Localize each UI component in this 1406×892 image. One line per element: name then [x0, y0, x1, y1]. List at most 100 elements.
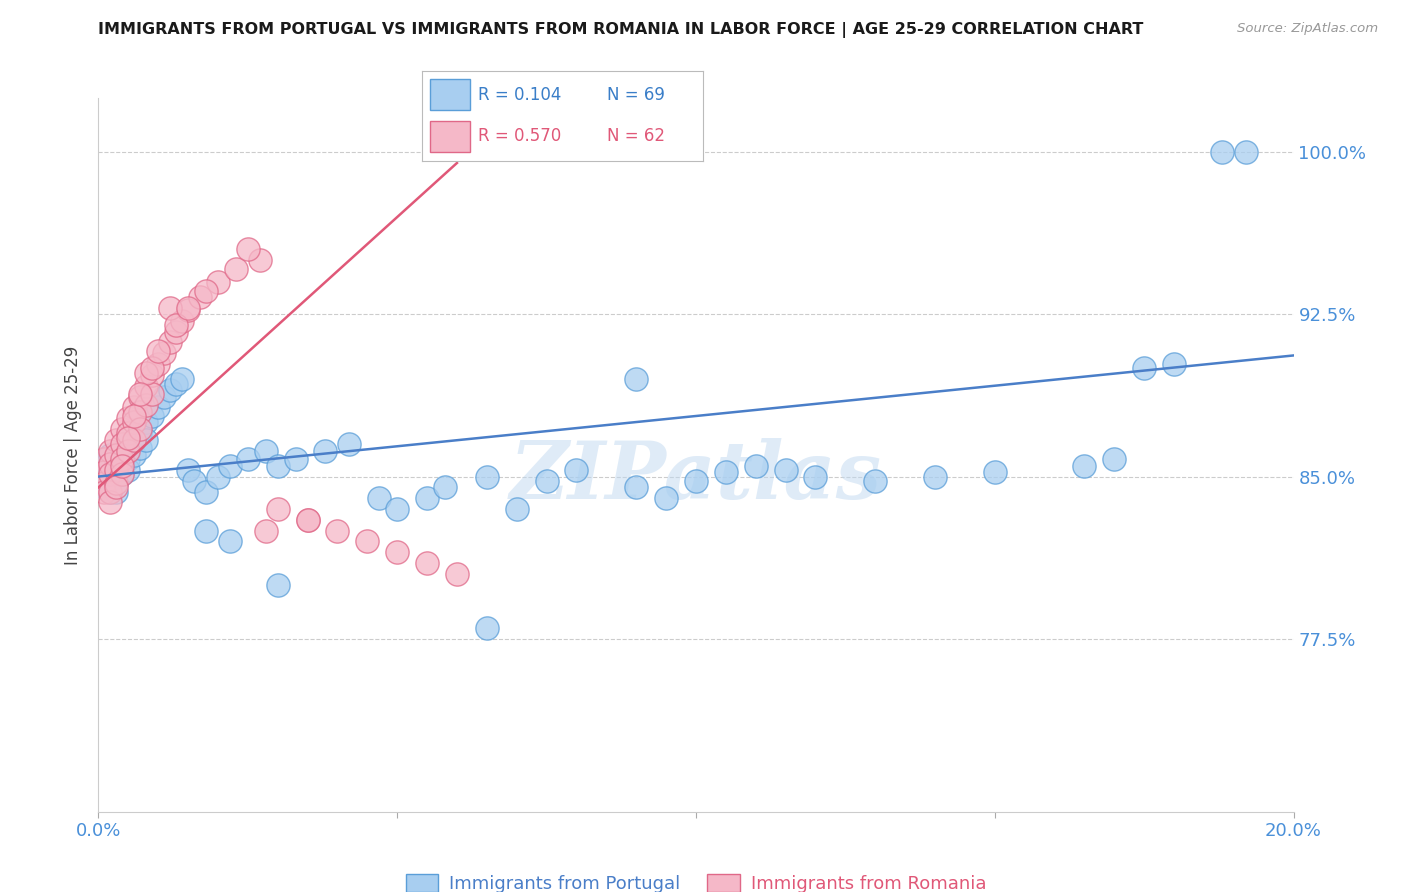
Point [141, 387, 163, 401]
Text: R = 0.570: R = 0.570 [478, 128, 561, 145]
Point [129, 426, 152, 441]
Point [141, 361, 163, 376]
Point [172, 314, 194, 328]
Point [135, 366, 157, 380]
Point [148, 344, 170, 359]
Point [416, 556, 439, 570]
Point [626, 372, 648, 386]
Point [159, 335, 181, 350]
Point [1211, 145, 1233, 160]
Point [207, 469, 229, 483]
Point [100, 467, 122, 482]
Point [924, 469, 946, 483]
Point [475, 621, 498, 635]
Point [177, 463, 200, 477]
Point [93, 465, 115, 479]
Point [111, 458, 134, 473]
Point [100, 457, 122, 471]
Point [93, 458, 115, 473]
Legend: Immigrants from Portugal, Immigrants from Romania: Immigrants from Portugal, Immigrants fro… [398, 867, 994, 892]
Point [111, 457, 134, 471]
Text: N = 69: N = 69 [607, 86, 665, 103]
Point [1133, 361, 1156, 376]
Point [249, 253, 271, 268]
Point [93, 476, 115, 491]
Point [129, 442, 152, 456]
Point [117, 452, 139, 467]
Point [105, 480, 128, 494]
Point [129, 390, 152, 404]
Point [117, 431, 139, 445]
Point [93, 480, 115, 494]
Point [148, 401, 170, 415]
Text: ZIPatlas: ZIPatlas [510, 438, 882, 515]
Point [111, 437, 134, 451]
Point [100, 484, 122, 499]
Point [111, 467, 134, 482]
Point [368, 491, 391, 505]
Point [315, 443, 337, 458]
Point [100, 448, 122, 462]
Point [177, 303, 200, 318]
Point [297, 513, 319, 527]
Point [626, 480, 648, 494]
Point [105, 476, 128, 491]
Point [105, 448, 128, 462]
Point [219, 458, 242, 473]
Point [124, 416, 146, 430]
Point [100, 484, 122, 499]
Point [117, 437, 139, 451]
Point [165, 325, 187, 339]
Point [1234, 145, 1257, 160]
Point [267, 458, 290, 473]
Point [135, 433, 157, 447]
Point [177, 301, 200, 315]
Point [714, 465, 737, 479]
Text: Source: ZipAtlas.com: Source: ZipAtlas.com [1237, 22, 1378, 36]
Point [105, 476, 128, 491]
Point [565, 463, 588, 477]
Point [124, 433, 146, 447]
Point [117, 411, 139, 425]
Point [385, 502, 409, 516]
Point [153, 390, 176, 404]
Point [111, 443, 134, 458]
Point [183, 474, 205, 488]
Point [254, 524, 277, 538]
Point [105, 465, 128, 479]
Point [111, 452, 134, 467]
Point [219, 534, 242, 549]
Point [100, 474, 122, 488]
Point [135, 378, 157, 392]
Point [284, 452, 307, 467]
Point [172, 372, 194, 386]
FancyBboxPatch shape [430, 121, 470, 152]
Point [129, 387, 152, 401]
Point [195, 284, 218, 298]
Point [135, 416, 157, 430]
Point [135, 398, 157, 412]
Point [195, 524, 218, 538]
Point [1073, 458, 1095, 473]
Point [267, 577, 290, 591]
Point [475, 469, 498, 483]
FancyBboxPatch shape [430, 79, 470, 110]
Point [356, 534, 378, 549]
Point [745, 458, 768, 473]
Point [165, 318, 187, 333]
Point [105, 484, 128, 499]
Point [105, 463, 128, 477]
Point [446, 566, 468, 581]
Y-axis label: In Labor Force | Age 25-29: In Labor Force | Age 25-29 [65, 345, 83, 565]
Point [129, 422, 152, 436]
Point [93, 484, 115, 499]
Point [100, 443, 122, 458]
Point [93, 452, 115, 467]
Point [207, 275, 229, 289]
Point [195, 484, 218, 499]
Text: R = 0.104: R = 0.104 [478, 86, 561, 103]
Point [416, 491, 439, 505]
Point [685, 474, 707, 488]
Point [865, 474, 887, 488]
Point [804, 469, 827, 483]
